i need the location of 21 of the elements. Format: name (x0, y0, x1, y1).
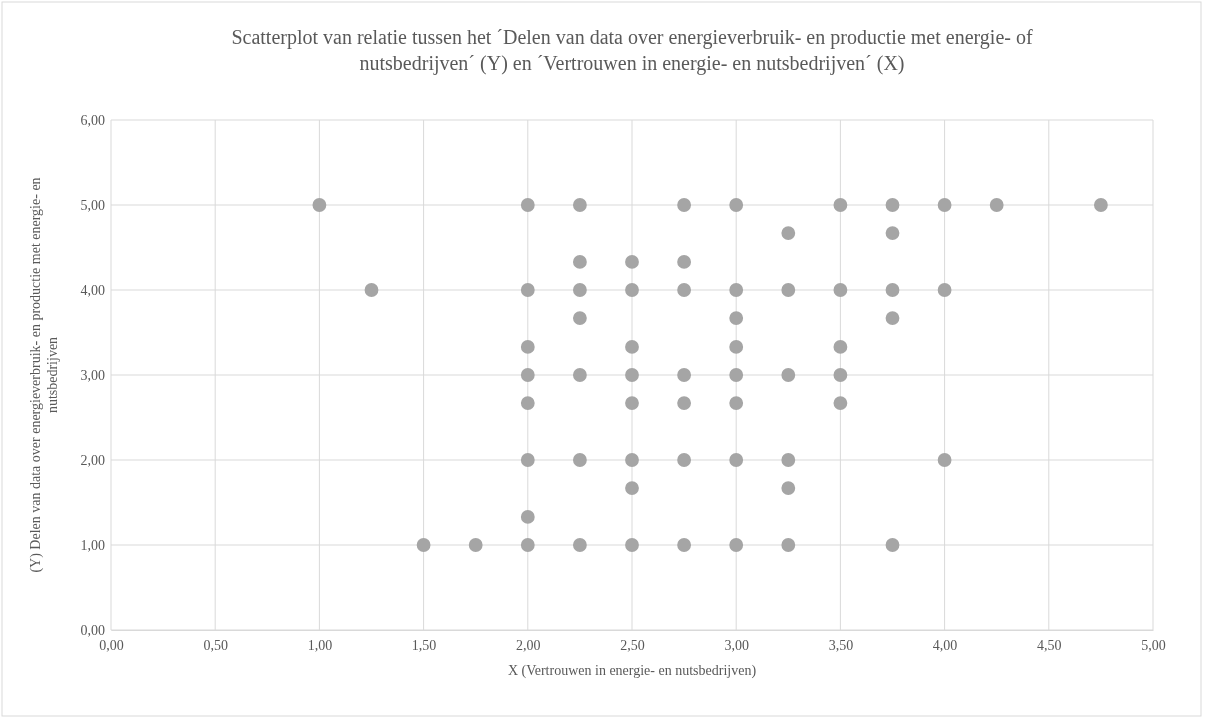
y-tick-label: 4,00 (80, 282, 105, 298)
y-tick-label: 1,00 (80, 537, 105, 553)
x-tick-label: 1,00 (307, 637, 333, 653)
y-tick-label: 0,00 (80, 622, 105, 638)
y-tick-label: 3,00 (80, 367, 105, 383)
x-tick-label: 2,00 (516, 637, 541, 653)
x-axis-title: X (Vertrouwen in energie- en nutsbedrijven) (507, 663, 757, 679)
y-tick-label: 2,00 (80, 452, 105, 468)
x-tick-label: 3,50 (828, 637, 854, 653)
x-tick-label: 2,50 (620, 637, 645, 653)
chart-title: Scatterplot van relatie tussen het ´Delen van data over energieverbruik- en productie met energie- of nutsbedrijven´ (Y) en ´Vertrouwen in energie- en nutsbedrijven´ (X) (231, 26, 1033, 75)
y-axis-title: (Y) Delen van data over energieverbruik- en productie met energie- en nutsbedrijven (28, 177, 60, 573)
x-tick-label: 5,00 (1141, 637, 1166, 653)
x-tick-label: 0,50 (203, 637, 228, 653)
x-tick-label: 4,50 (1037, 637, 1062, 653)
x-tick-label: 3,00 (724, 637, 749, 653)
x-tick-label: 4,00 (932, 637, 958, 653)
y-tick-label: 6,00 (80, 112, 105, 128)
x-tick-label: 0,00 (99, 637, 124, 653)
x-tick-label: 1,50 (411, 637, 437, 653)
y-tick-label: 5,00 (80, 197, 105, 213)
